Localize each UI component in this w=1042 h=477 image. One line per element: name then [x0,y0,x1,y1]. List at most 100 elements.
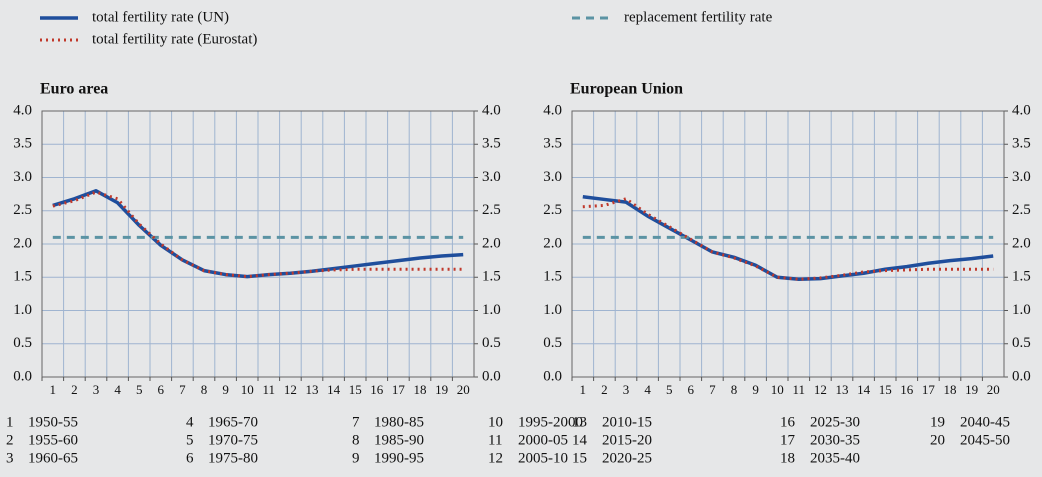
y2-tick-label: 2.0 [1012,235,1031,251]
x-tick-label: 16 [370,382,384,397]
y-tick-label: 0.5 [13,335,32,351]
x-tick-label: 13 [836,382,849,397]
x-tick-label: 9 [752,382,759,397]
x-tick-label: 2 [71,382,78,397]
x-tick-label: 13 [306,382,319,397]
x-tick-label: 15 [879,382,892,397]
key-number: 10 [488,414,503,430]
key-period: 1965-70 [208,414,258,430]
key-number: 2 [6,432,14,448]
x-tick-label: 2 [601,382,608,397]
x-tick-label: 10 [771,382,784,397]
y2-tick-label: 4.0 [1012,102,1031,118]
y-tick-label: 0.0 [543,368,562,384]
series-line [582,195,994,281]
x-tick-label: 3 [93,382,100,397]
key-period: 2020-25 [602,450,652,466]
key-number: 8 [352,432,360,448]
chart-title: Euro area [40,81,108,98]
legend-label: total fertility rate (Eurostat) [92,31,257,47]
key-period: 2030-35 [810,432,860,448]
key-number: 1 [6,414,14,430]
y-tick-label: 4.0 [13,102,32,118]
key-period: 2045-50 [960,432,1010,448]
key-period: 1970-75 [208,432,258,448]
x-tick-label: 18 [414,382,427,397]
key-period: 2015-20 [602,432,652,448]
y-tick-label: 1.0 [13,302,32,318]
x-tick-label: 16 [900,382,914,397]
y-tick-label: 1.5 [13,269,32,285]
key-number: 17 [780,432,796,448]
key-number: 3 [6,450,14,466]
y2-tick-label: 3.0 [1012,169,1031,185]
series-line [52,190,464,279]
key-number: 14 [572,432,588,448]
y2-tick-label: 0.5 [1012,335,1031,351]
key-number: 6 [186,450,194,466]
y2-tick-label: 3.0 [482,169,501,185]
y2-tick-label: 1.0 [1012,302,1031,318]
key-number: 4 [186,414,194,430]
y2-tick-label: 2.0 [482,235,501,251]
y2-tick-label: 2.5 [1012,202,1031,218]
y2-tick-label: 2.5 [482,202,501,218]
y2-tick-label: 1.0 [482,302,501,318]
key-number: 18 [780,450,795,466]
x-tick-label: 12 [284,382,297,397]
legend-label: replacement fertility rate [624,9,773,25]
key-number: 9 [352,450,360,466]
series-line [52,189,464,279]
y-tick-label: 2.0 [13,235,32,251]
y2-tick-label: 1.5 [482,269,501,285]
y2-tick-label: 4.0 [482,102,501,118]
x-tick-label: 1 [580,382,587,397]
key-period: 1995-2000 [518,414,583,430]
x-tick-label: 20 [457,382,470,397]
x-tick-label: 9 [222,382,229,397]
key-number: 12 [488,450,503,466]
key-period: 2005-10 [518,450,568,466]
y-tick-label: 4.0 [543,102,562,118]
key-number: 19 [930,414,945,430]
y-tick-label: 1.0 [543,302,562,318]
y2-tick-label: 3.5 [482,136,501,152]
key-period: 1985-90 [374,432,424,448]
y2-tick-label: 0.5 [482,335,501,351]
x-tick-label: 19 [435,382,448,397]
x-tick-label: 18 [944,382,957,397]
x-tick-label: 7 [709,382,716,397]
key-period: 2010-15 [602,414,652,430]
y2-tick-label: 3.5 [1012,136,1031,152]
x-tick-label: 17 [392,382,406,397]
x-tick-label: 14 [327,382,341,397]
key-period: 2035-40 [810,450,860,466]
key-period: 1980-85 [374,414,424,430]
y-tick-label: 3.0 [13,169,32,185]
x-tick-label: 4 [114,382,121,397]
x-tick-label: 5 [136,382,143,397]
x-tick-label: 8 [201,382,208,397]
key-number: 15 [572,450,587,466]
y-tick-label: 1.5 [543,269,562,285]
y2-tick-label: 0.0 [1012,368,1031,384]
x-tick-label: 5 [666,382,673,397]
x-tick-label: 7 [179,382,186,397]
key-number: 16 [780,414,796,430]
key-number: 5 [186,432,194,448]
x-tick-label: 6 [688,382,695,397]
y-tick-label: 3.5 [543,136,562,152]
x-tick-label: 15 [349,382,362,397]
key-period: 1950-55 [28,414,78,430]
x-tick-label: 8 [731,382,738,397]
x-tick-label: 11 [793,382,806,397]
y-tick-label: 2.0 [543,235,562,251]
key-period: 2000-05 [518,432,568,448]
key-period: 1975-80 [208,450,258,466]
key-period: 2040-45 [960,414,1010,430]
x-tick-label: 11 [263,382,276,397]
x-tick-label: 20 [987,382,1000,397]
y2-tick-label: 0.0 [482,368,501,384]
y-tick-label: 0.0 [13,368,32,384]
key-period: 2025-30 [810,414,860,430]
